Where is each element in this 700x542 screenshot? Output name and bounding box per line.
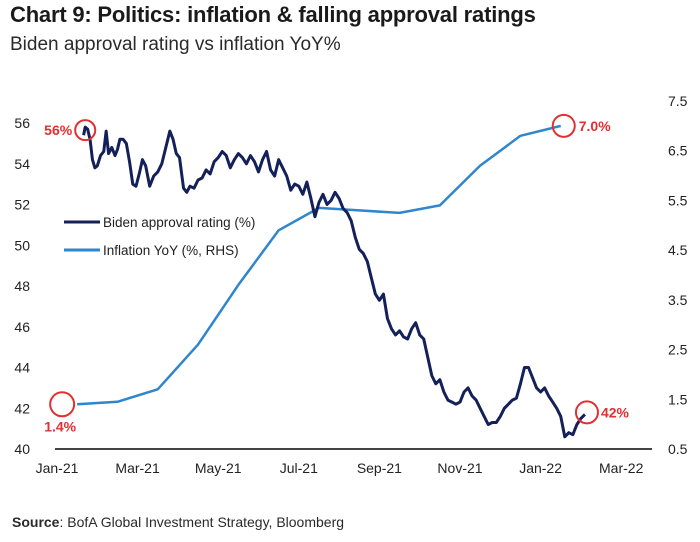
chart-title: Chart 9: Politics: inflation & falling a… bbox=[10, 2, 536, 27]
approval-series-line bbox=[82, 125, 586, 439]
inflation-series-line bbox=[77, 124, 562, 406]
x-tick-label: Mar-21 bbox=[115, 460, 160, 476]
right-axis: 0.5 1.5 2.5 3.5 4.5 5.5 6.5 7.5 bbox=[668, 93, 688, 457]
annotations: 56% 42% 1.4% 7.0% bbox=[44, 113, 630, 434]
right-tick-label: 3.5 bbox=[668, 292, 688, 308]
left-tick-label: 40 bbox=[14, 441, 30, 457]
right-tick-label: 4.5 bbox=[668, 242, 688, 258]
legend: Biden approval rating (%) Inflation YoY … bbox=[64, 215, 255, 258]
x-tick-label: Jul-21 bbox=[280, 460, 318, 476]
left-tick-label: 44 bbox=[14, 360, 30, 376]
right-tick-label: 2.5 bbox=[668, 342, 688, 358]
right-tick-label: 7.5 bbox=[668, 93, 688, 109]
approval-start-annotation-label: 56% bbox=[44, 122, 73, 138]
right-tick-label: 6.5 bbox=[668, 143, 688, 159]
left-tick-label: 56 bbox=[14, 115, 30, 131]
left-tick-label: 54 bbox=[14, 156, 30, 172]
x-tick-label: May-21 bbox=[195, 460, 242, 476]
x-tick-label: Jan-22 bbox=[519, 460, 562, 476]
source-note: Source: BofA Global Investment Strategy,… bbox=[12, 514, 344, 530]
inflation-start-annotation-circle bbox=[49, 391, 76, 418]
right-tick-label: 0.5 bbox=[668, 441, 688, 457]
chart-subtitle: Biden approval rating vs inflation YoY% bbox=[10, 34, 341, 55]
approval-start-annotation-circle bbox=[74, 119, 97, 142]
left-tick-label: 48 bbox=[14, 278, 30, 294]
approval-end-annotation-label: 42% bbox=[601, 404, 630, 420]
source-text: : BofA Global Investment Strategy, Bloom… bbox=[59, 514, 345, 530]
inflation-end-annotation-label: 7.0% bbox=[579, 118, 611, 134]
right-tick-label: 5.5 bbox=[668, 192, 688, 208]
left-axis: 40 42 44 46 48 50 52 54 56 bbox=[14, 115, 30, 457]
left-tick-label: 50 bbox=[14, 237, 30, 253]
approval-end-annotation-circle bbox=[574, 400, 599, 425]
right-tick-label: 1.5 bbox=[668, 391, 688, 407]
inflation-start-annotation-label: 1.4% bbox=[44, 418, 76, 434]
legend-label-inflation: Inflation YoY (%, RHS) bbox=[103, 243, 239, 258]
source-label: Source bbox=[12, 514, 60, 530]
left-tick-label: 42 bbox=[14, 400, 30, 416]
legend-label-approval: Biden approval rating (%) bbox=[103, 215, 255, 230]
x-tick-label: Sep-21 bbox=[357, 460, 402, 476]
left-tick-label: 46 bbox=[14, 319, 30, 335]
x-axis: Jan-21 Mar-21 May-21 Jul-21 Sep-21 Nov-21 Jan-… bbox=[36, 460, 644, 476]
x-tick-label: Nov-21 bbox=[437, 460, 482, 476]
inflation-end-annotation-circle bbox=[551, 113, 576, 138]
x-tick-label: Jan-21 bbox=[36, 460, 79, 476]
x-tick-label: Mar-22 bbox=[599, 460, 644, 476]
left-tick-label: 52 bbox=[14, 197, 30, 213]
